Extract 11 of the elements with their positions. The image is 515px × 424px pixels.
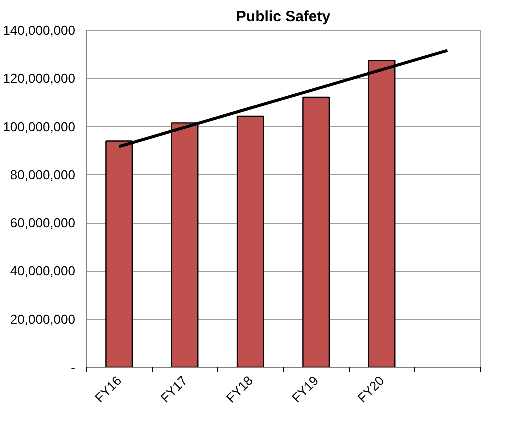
y-tick-label: 60,000,000 bbox=[10, 216, 76, 231]
y-tick-label: 140,000,000 bbox=[3, 23, 76, 38]
y-tick-label: 80,000,000 bbox=[10, 167, 76, 182]
y-tick-label: 40,000,000 bbox=[10, 264, 76, 279]
bar bbox=[302, 96, 330, 368]
y-tick-label: 20,000,000 bbox=[10, 312, 76, 327]
y-tick-label: 100,000,000 bbox=[3, 119, 76, 134]
y-tick-label: 120,000,000 bbox=[3, 71, 76, 86]
y-tick-label: - bbox=[71, 360, 76, 375]
bar bbox=[236, 116, 264, 368]
chart-title: Public Safety bbox=[236, 8, 332, 26]
